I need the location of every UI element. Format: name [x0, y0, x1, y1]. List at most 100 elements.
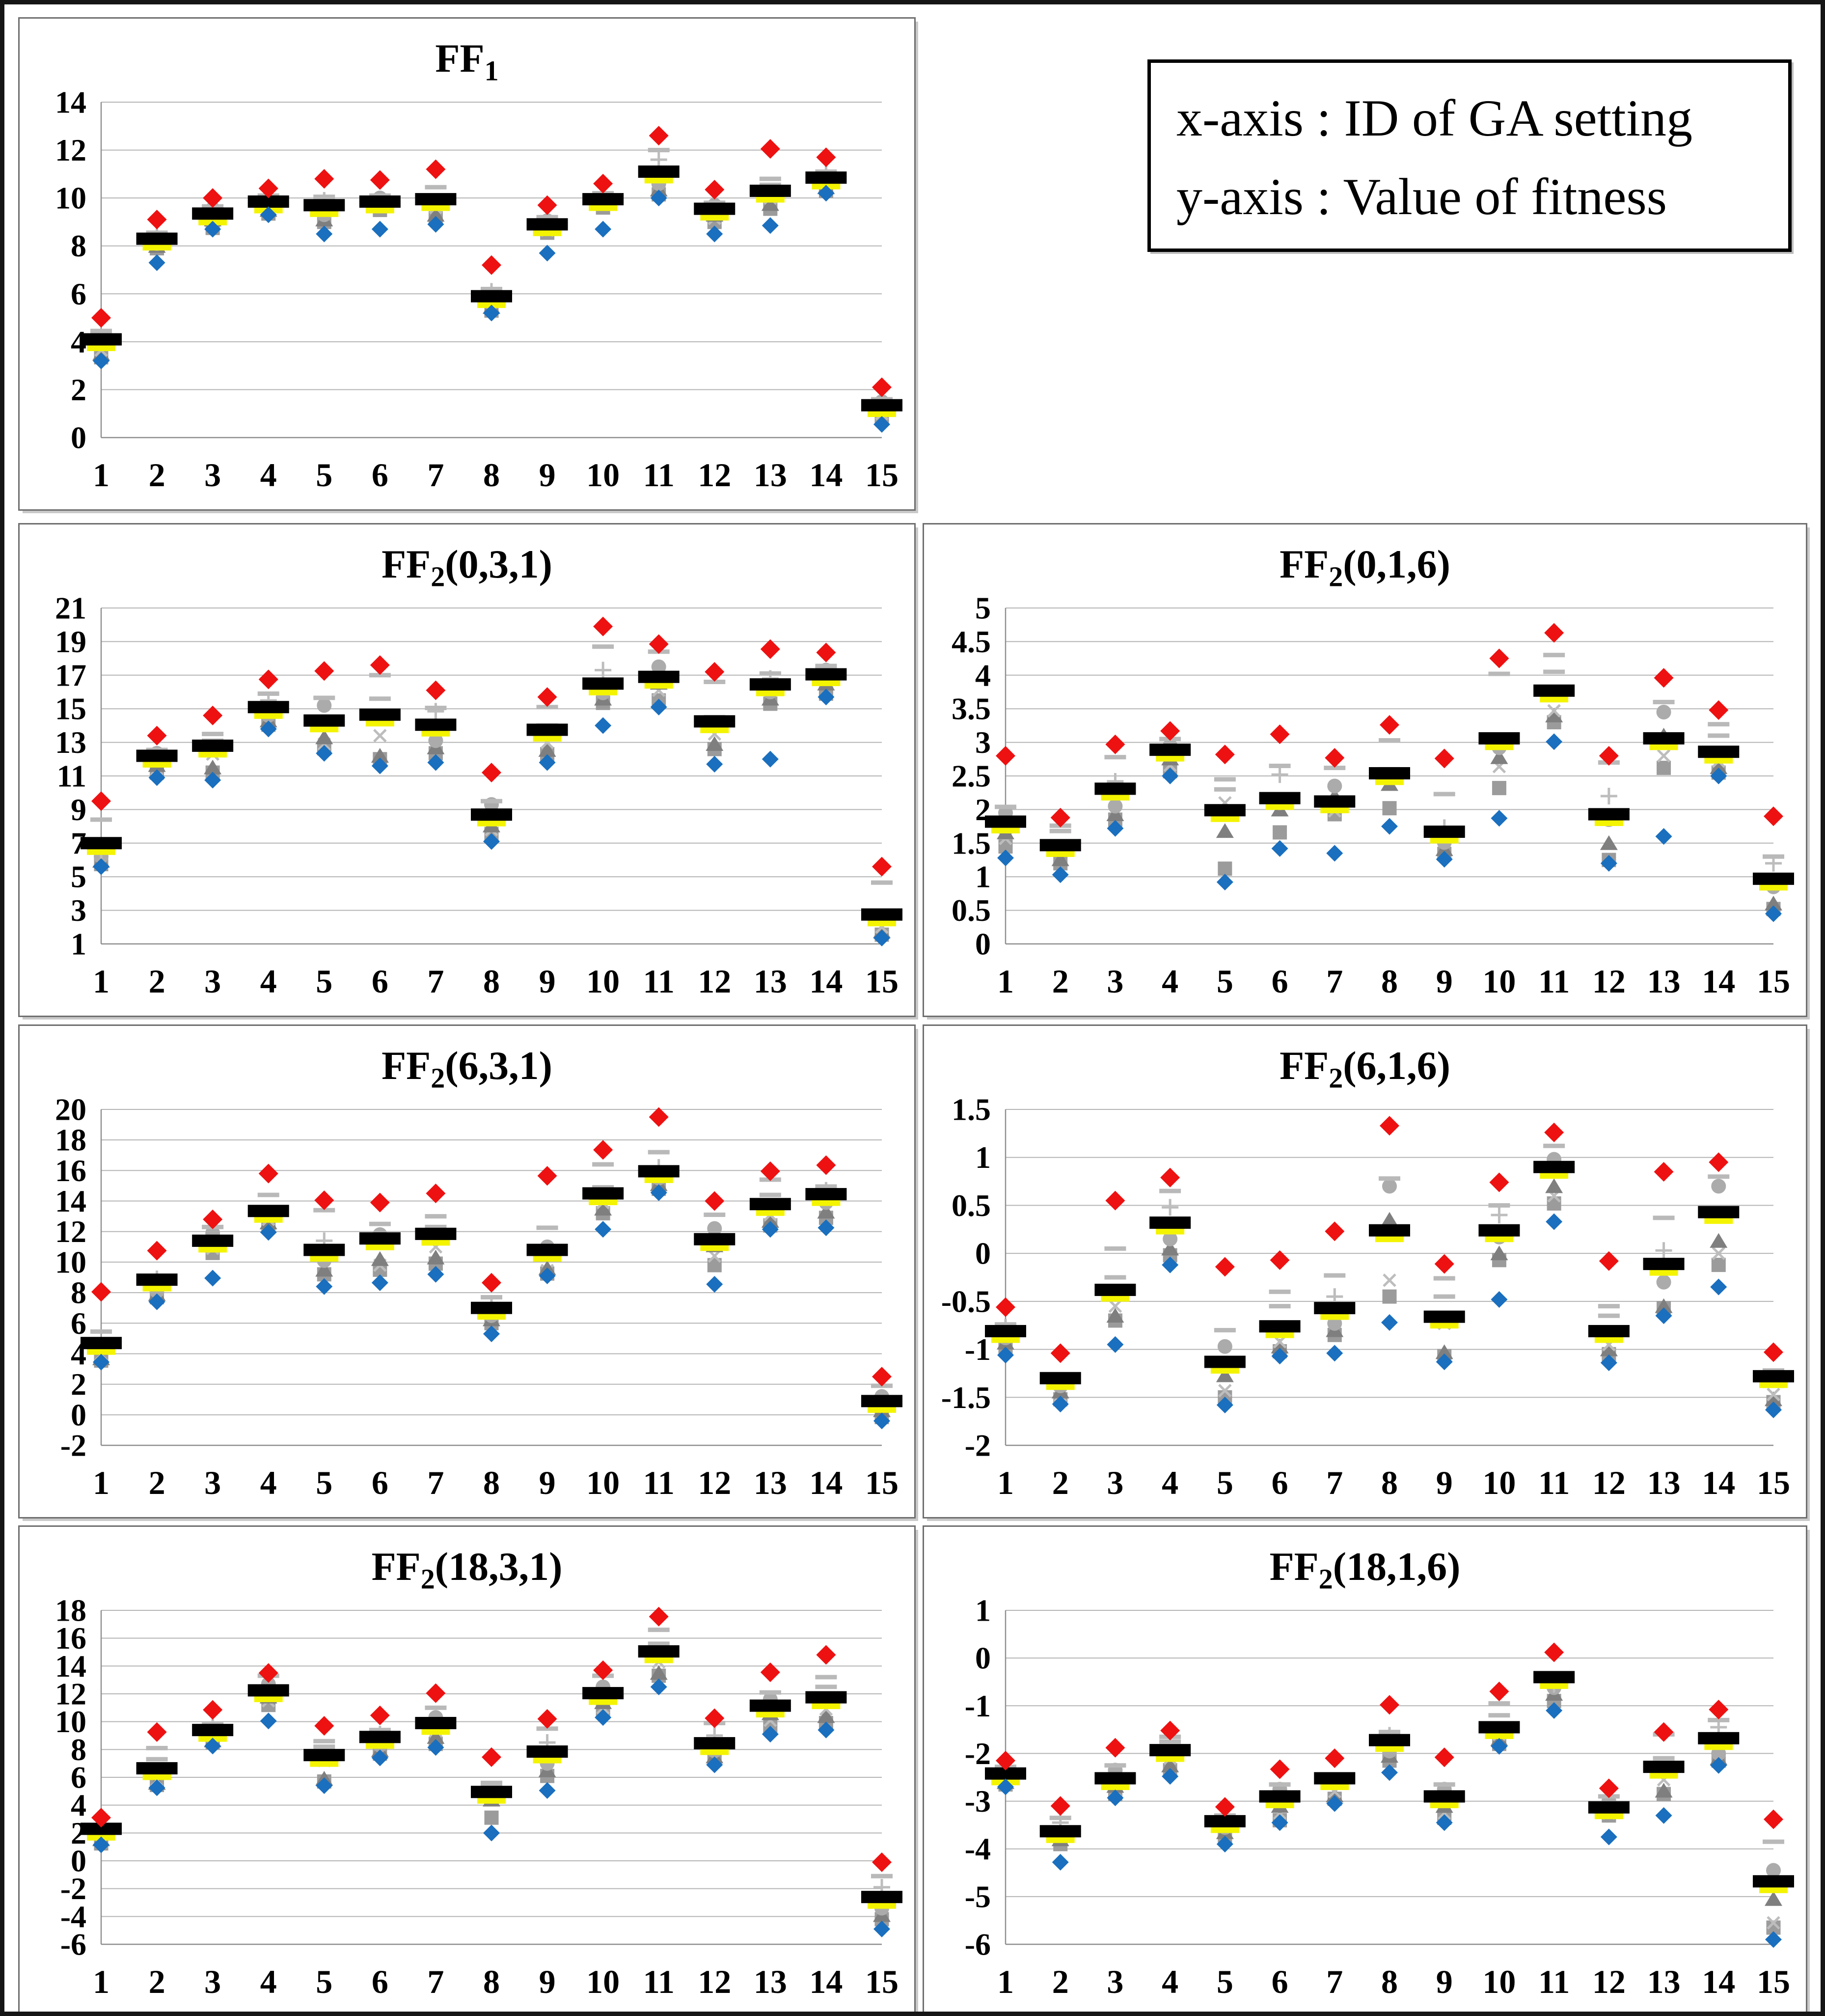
black-bar-marker: [1588, 1801, 1630, 1814]
x-tick-label: 5: [316, 456, 332, 494]
chart-title-text: (0,3,1): [445, 542, 552, 586]
cluster-x6: [359, 1705, 401, 1767]
cluster-x10: [1478, 1172, 1520, 1308]
blue-diamond-marker: [1107, 820, 1124, 837]
gray-circle-marker: [1163, 1231, 1178, 1246]
gray-dash-marker: [1269, 1304, 1291, 1309]
black-bar-marker: [247, 701, 289, 714]
y-tick-label: 1: [975, 859, 991, 894]
x-tick-label: 10: [1482, 1963, 1516, 2000]
blue-diamond-marker: [595, 717, 612, 734]
gray-dash-marker: [425, 185, 447, 190]
red-diamond-marker: [1434, 1254, 1454, 1274]
cluster-x11: [1533, 1122, 1575, 1230]
x-tick-label: 13: [754, 963, 787, 1000]
blue-diamond-marker: [371, 1274, 388, 1291]
y-tick-label: -1: [965, 1332, 991, 1367]
blue-diamond-marker: [1546, 733, 1563, 750]
blue-diamond-marker: [762, 750, 779, 768]
blue-diamond-marker: [1436, 1814, 1453, 1831]
gray-dash-marker: [1049, 1816, 1071, 1821]
black-bar-marker: [1698, 1732, 1740, 1744]
gray-dash-marker: [202, 732, 224, 736]
cluster-x6: [1259, 1250, 1301, 1365]
black-bar-marker: [136, 749, 178, 762]
black-bar-marker: [1314, 1772, 1356, 1785]
x-tick-label: 15: [865, 1963, 899, 2000]
black-bar-marker: [526, 723, 568, 736]
legend-xaxis-note: x-axis : ID of GA setting: [1176, 89, 1693, 147]
red-diamond-marker: [1434, 1747, 1454, 1767]
blue-diamond-marker: [1271, 1814, 1288, 1831]
gray-dash-marker: [481, 1780, 502, 1785]
cluster-x8: [1369, 1695, 1410, 1781]
black-bar-marker: [303, 199, 345, 212]
x-tick-label: 1: [997, 1464, 1014, 1501]
gray-dash-marker: [1324, 766, 1346, 771]
red-diamond-marker: [1215, 1797, 1235, 1817]
gray-square-marker: [1218, 861, 1232, 876]
cluster-x14: [805, 147, 847, 202]
x-tick-label: 9: [539, 963, 556, 1000]
black-bar-marker: [415, 718, 457, 731]
red-diamond-marker: [996, 1297, 1015, 1317]
cluster-x7: [415, 1184, 457, 1283]
red-diamond-marker: [314, 661, 334, 681]
blue-diamond-marker: [1491, 810, 1508, 827]
cluster-x6: [359, 655, 401, 774]
red-diamond-marker: [1764, 806, 1783, 827]
y-tick-label: -4: [60, 1899, 86, 1934]
y-tick-label: 4: [975, 658, 991, 692]
gray-triangle-marker: [1216, 1367, 1234, 1382]
black-bar-marker: [749, 1699, 791, 1712]
y-tick-label: 17: [55, 658, 86, 692]
black-bar-marker: [582, 1687, 624, 1700]
gray-dash-marker: [536, 215, 558, 220]
y-tick-label: 8: [71, 1275, 86, 1310]
cluster-x14: [1698, 1152, 1740, 1296]
gray-triangle-marker: [650, 1665, 668, 1680]
x-tick-label: 9: [539, 456, 556, 494]
black-bar-marker: [1588, 808, 1630, 821]
panel-ff2-18-1-6: FF2(18,1,6) -6 -5 -4 -3 -2 -1 0 1 1 2 3 4 5 6 7 8 9 10 11 1…: [923, 1525, 1807, 2012]
cluster-x9: [526, 1709, 568, 1799]
y-tick-label: 20: [55, 1092, 86, 1127]
gray-dash-marker: [1543, 1143, 1565, 1148]
red-diamond-marker: [816, 642, 836, 663]
blue-diamond-marker: [1052, 866, 1069, 884]
y-tick-label: 10: [55, 181, 86, 216]
gray-triangle-marker: [1161, 1241, 1179, 1256]
blue-diamond-marker: [1655, 1807, 1672, 1824]
x-tick-label: 5: [1217, 1464, 1233, 1501]
black-bar-marker: [415, 1717, 457, 1729]
red-diamond-marker: [258, 1163, 278, 1184]
cluster-x10: [1478, 648, 1520, 827]
red-diamond-marker: [1709, 1700, 1729, 1720]
cluster-x3: [192, 188, 234, 238]
blue-diamond-marker: [93, 858, 109, 875]
black-bar-marker: [1478, 1721, 1520, 1734]
cluster-x1: [81, 791, 122, 875]
cluster-x13: [749, 1161, 791, 1238]
gray-dash-marker: [313, 1744, 335, 1749]
x-tick-label: 6: [372, 1464, 388, 1501]
gray-dash-marker: [1049, 828, 1071, 833]
gray-dash-marker: [481, 287, 502, 292]
y-tick-label: 16: [55, 1621, 86, 1656]
black-bar-marker: [471, 290, 512, 303]
x-tick-label: 14: [809, 963, 843, 1000]
blue-diamond-marker: [1436, 1353, 1453, 1370]
gray-dash-marker: [592, 1162, 614, 1167]
gray-dash-marker: [1104, 755, 1126, 760]
x-tick-label: 2: [1052, 1464, 1069, 1501]
x-tick-label: 13: [754, 1963, 787, 2000]
gray-dash-marker: [369, 696, 391, 701]
red-diamond-marker: [1105, 734, 1125, 754]
blue-diamond-marker: [260, 1712, 277, 1730]
gray-dash-marker: [1763, 854, 1784, 859]
red-diamond-marker: [91, 1808, 111, 1828]
cluster-x9: [526, 687, 568, 771]
gray-dash-marker: [1159, 1188, 1181, 1193]
